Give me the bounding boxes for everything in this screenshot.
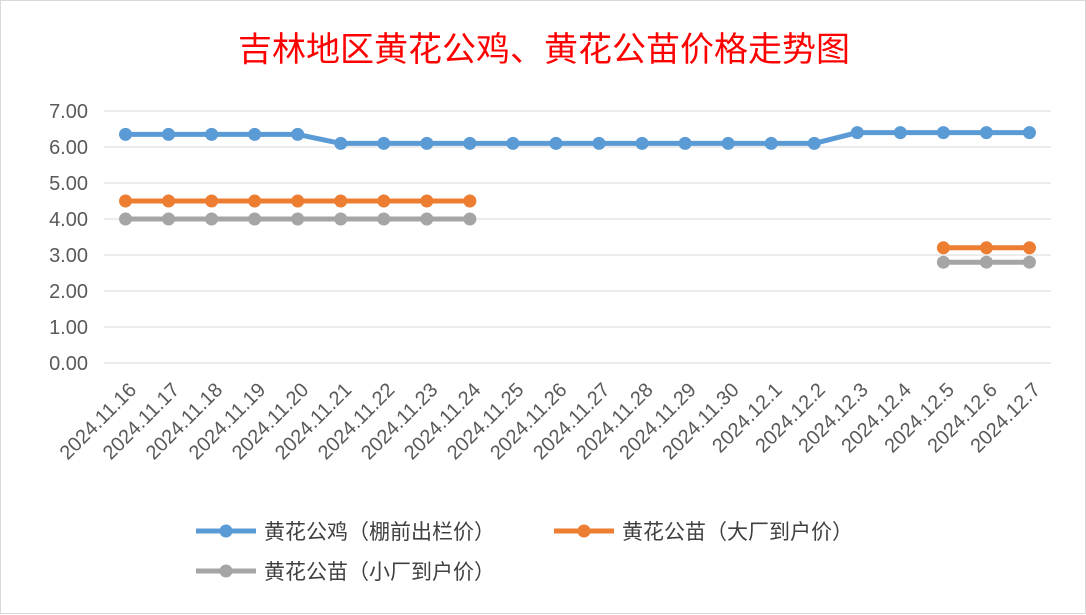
legend-marker xyxy=(219,524,233,538)
data-point xyxy=(377,136,391,150)
legend-marker xyxy=(577,524,591,538)
data-point xyxy=(936,241,950,255)
data-point xyxy=(807,136,821,150)
data-point xyxy=(119,194,133,208)
data-point xyxy=(463,194,477,208)
data-point xyxy=(162,212,176,226)
data-point xyxy=(248,194,262,208)
data-point xyxy=(979,126,993,140)
y-tick-label: 1.00 xyxy=(49,317,88,339)
data-point xyxy=(377,194,391,208)
gridlines xyxy=(104,110,1051,364)
y-tick-label: 5.00 xyxy=(49,173,88,195)
y-tick-label: 3.00 xyxy=(49,245,88,267)
data-point xyxy=(463,212,477,226)
data-point xyxy=(162,194,176,208)
series-2 xyxy=(119,194,1036,255)
legend-marker xyxy=(219,564,233,578)
series-3 xyxy=(119,212,1036,269)
legend-label: 黄花公鸡（棚前出栏价） xyxy=(264,520,495,544)
data-point xyxy=(463,136,477,150)
data-point xyxy=(119,212,133,226)
data-point xyxy=(334,194,348,208)
data-point xyxy=(635,136,649,150)
data-point xyxy=(248,127,262,141)
data-point xyxy=(162,127,176,141)
y-tick-label: 2.00 xyxy=(49,281,88,303)
data-point xyxy=(936,255,950,269)
y-tick-label: 6.00 xyxy=(49,137,88,159)
series-lines xyxy=(119,126,1036,269)
data-point xyxy=(291,194,305,208)
legend-entry: 黄花公苗（大厂到户价） xyxy=(554,520,853,544)
legend: 黄花公鸡（棚前出栏价） 黄花公苗（大厂到户价） 黄花公苗（小厂到户价） xyxy=(196,520,853,584)
data-point xyxy=(420,194,434,208)
data-point xyxy=(1022,241,1036,255)
data-point xyxy=(205,194,219,208)
y-tick-label: 4.00 xyxy=(49,209,88,231)
data-point xyxy=(1022,255,1036,269)
data-point xyxy=(936,126,950,140)
data-point xyxy=(549,136,563,150)
data-point xyxy=(979,241,993,255)
series-1 xyxy=(119,126,1036,150)
data-point xyxy=(850,126,864,140)
x-axis: 2024.11.162024.11.172024.11.182024.11.19… xyxy=(56,379,1045,464)
data-point xyxy=(119,127,133,141)
data-point xyxy=(377,212,391,226)
data-point xyxy=(1022,126,1036,140)
data-point xyxy=(979,255,993,269)
chart-title: 吉林地区黄花公鸡、黄花公苗价格走势图 xyxy=(238,30,850,70)
legend-entry: 黄花公苗（小厂到户价） xyxy=(196,560,495,584)
data-point xyxy=(420,212,434,226)
data-point xyxy=(334,212,348,226)
data-point xyxy=(678,136,692,150)
data-point xyxy=(420,136,434,150)
y-tick-label: 7.00 xyxy=(49,101,88,123)
data-point xyxy=(592,136,606,150)
series-line xyxy=(123,130,1032,146)
data-point xyxy=(721,136,735,150)
data-point xyxy=(248,212,262,226)
legend-entry: 黄花公鸡（棚前出栏价） xyxy=(196,520,495,544)
data-point xyxy=(334,136,348,150)
data-point xyxy=(291,127,305,141)
legend-label: 黄花公苗（小厂到户价） xyxy=(264,560,495,584)
y-tick-label: 0.00 xyxy=(49,353,88,375)
data-point xyxy=(205,127,219,141)
data-point xyxy=(291,212,305,226)
data-point xyxy=(506,136,520,150)
data-point xyxy=(205,212,219,226)
data-point xyxy=(893,126,907,140)
y-axis: 0.00 1.00 2.00 3.00 4.00 5.00 6.00 7.00 xyxy=(49,101,88,375)
data-point xyxy=(764,136,778,150)
legend-label: 黄花公苗（大厂到户价） xyxy=(622,520,853,544)
